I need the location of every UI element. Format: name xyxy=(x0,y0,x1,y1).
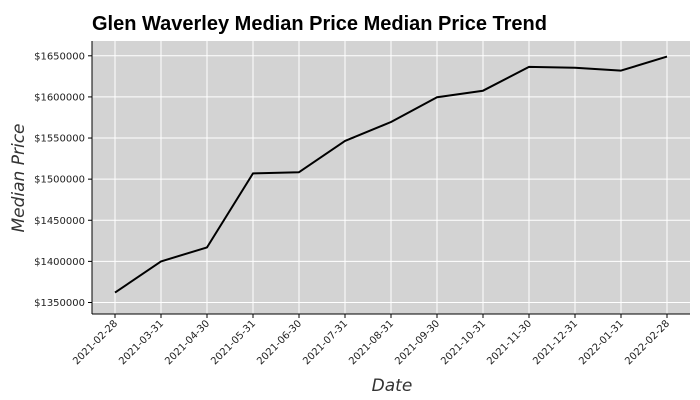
y-tick-label: $1400000 xyxy=(34,257,85,268)
x-tick-label: 2021-06-30 xyxy=(255,318,304,367)
x-tick-label: 2021-11-30 xyxy=(485,318,534,367)
x-tick-label: 2021-05-31 xyxy=(209,318,258,367)
x-tick-label: 2022-02-28 xyxy=(623,318,672,367)
y-tick-label: $1450000 xyxy=(34,216,85,227)
x-tick-label: 2021-04-30 xyxy=(163,318,212,367)
x-tick-label: 2021-12-31 xyxy=(531,318,580,367)
y-axis-title: Median Price xyxy=(9,123,29,232)
x-tick-label: 2022-01-31 xyxy=(577,318,626,367)
series-layer xyxy=(114,55,668,294)
y-axis: $1350000 $1400000 $1450000 $1500000 $1550000… xyxy=(34,41,93,314)
x-tick-label: 2021-08-31 xyxy=(347,318,396,367)
y-tick-label: $1550000 xyxy=(34,134,85,145)
y-tick-label: $1500000 xyxy=(34,175,85,186)
x-tick-label: 2021-02-28 xyxy=(71,318,120,367)
y-tick-label: $1350000 xyxy=(34,298,85,309)
chart-title: Glen Waverley Median Price Median Price … xyxy=(92,13,547,35)
x-axis-title: Date xyxy=(372,376,413,396)
grid-lines xyxy=(92,41,690,314)
x-tick-label: 2021-10-31 xyxy=(439,318,488,367)
x-axis: 2021-02-282021-03-312021-04-302021-05-31… xyxy=(71,313,690,367)
series-line xyxy=(114,55,668,294)
x-tick-label: 2021-07-31 xyxy=(301,318,350,367)
x-tick-label: 2021-09-30 xyxy=(393,318,442,367)
y-tick-label: $1650000 xyxy=(34,51,85,62)
y-tick-label: $1600000 xyxy=(34,92,85,103)
x-tick-label: 2021-03-31 xyxy=(117,318,166,367)
